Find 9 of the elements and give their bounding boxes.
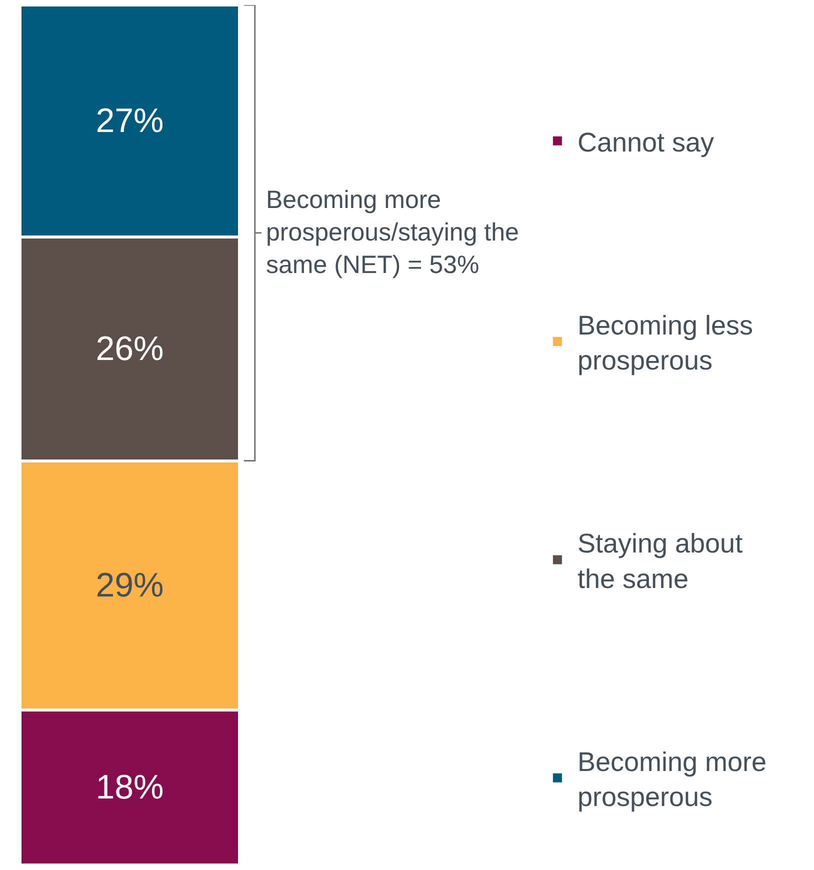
legend-label: Becoming more prosperous xyxy=(577,746,767,812)
text: Becoming more prosperous/staying the same (NET) = 53% xyxy=(266,186,519,279)
legend-label: Cannot say xyxy=(577,127,715,158)
legend-label: Staying about the same xyxy=(577,528,744,594)
data-label: 18% xyxy=(96,768,164,807)
data-label: 29% xyxy=(96,566,164,604)
data-label: 27% xyxy=(96,102,164,140)
data-label: 26% xyxy=(96,330,164,368)
legend-label: Becoming less prosperous xyxy=(577,310,754,376)
